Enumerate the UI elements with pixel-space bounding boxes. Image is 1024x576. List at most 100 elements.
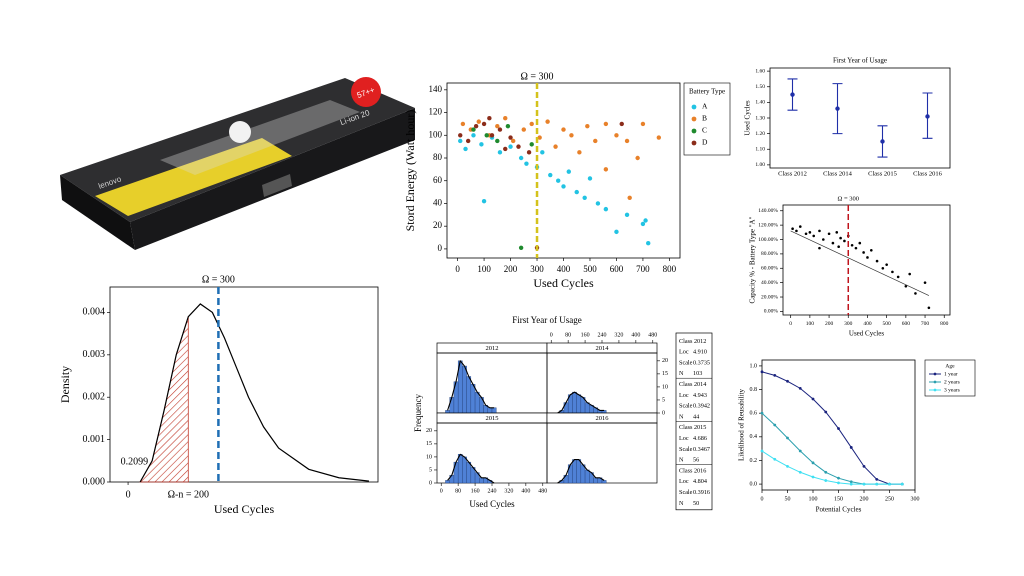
point (526, 150, 532, 155)
legend-label: 1 year (944, 371, 958, 377)
y-tick-label: 1.00 (755, 162, 765, 168)
x-tick-label: 250 (885, 496, 894, 502)
point (489, 133, 495, 138)
stats-value: 4.910 (693, 349, 707, 356)
x-tick-label: 0 (126, 489, 131, 500)
stats-value: 4.804 (693, 478, 707, 485)
y-tick-label: 140 (429, 84, 443, 94)
y-tick-label: 0.0 (750, 481, 758, 487)
series-marker (798, 470, 802, 474)
x-tick-label: 700 (921, 321, 930, 327)
point (479, 142, 484, 147)
point (595, 201, 601, 206)
point (545, 119, 550, 124)
chart-title: Ω = 300 (838, 195, 860, 202)
stats-value: 4.686 (693, 435, 707, 442)
series-marker (888, 482, 891, 486)
point (508, 144, 513, 149)
point (481, 198, 487, 204)
x-tick-label: 200 (504, 264, 518, 274)
plot-frame (769, 67, 951, 169)
x-tick-label: 300 (911, 496, 920, 502)
x-tick-label: 400 (557, 264, 571, 274)
y-tick-label: 20 (426, 428, 432, 434)
mean-point (925, 114, 930, 119)
density-curve (139, 303, 370, 483)
point (640, 221, 646, 227)
bar (572, 391, 577, 414)
bar (580, 464, 586, 484)
stats-value: 103 (693, 370, 702, 377)
y-tick-label: 0.003 (83, 349, 106, 360)
point (481, 121, 487, 127)
point (839, 236, 842, 240)
point (556, 178, 561, 183)
stats-key: N (679, 370, 684, 377)
trend-line (790, 230, 930, 296)
bar (491, 407, 497, 414)
y-tick-label: 1.20 (755, 131, 765, 137)
x-tick-label: 160 (471, 488, 480, 494)
y-tick-label: 0.2 (750, 458, 758, 464)
point (656, 135, 662, 140)
x-tick-label: 100 (477, 264, 491, 274)
y-tick-label: 140.00% (758, 208, 778, 214)
legend-title: Age (945, 363, 955, 369)
point (463, 146, 468, 152)
x-tick-label: 0 (440, 488, 443, 494)
y-tick-label: 0.8 (750, 387, 758, 393)
series-marker (760, 449, 764, 453)
battery-side (130, 108, 415, 250)
point (904, 284, 908, 288)
y-tick-label: 0.002 (83, 392, 106, 403)
y-tick-label: 100.00% (758, 237, 778, 243)
y-tick-label: 1.40 (755, 100, 765, 106)
stats-title: Class 2014 (679, 381, 706, 388)
x-tick-label: 100 (809, 496, 818, 502)
point (587, 176, 593, 181)
y-tick-label: 80.00% (761, 251, 778, 257)
x-axis-label: Potential Cycles (816, 506, 862, 514)
point (508, 135, 513, 140)
point (516, 144, 521, 149)
bar (572, 459, 577, 484)
point (614, 229, 619, 235)
point (791, 227, 794, 231)
chart-title: Ω = 300 (520, 71, 553, 82)
battery-end (60, 175, 135, 250)
stats-value: 0.3467 (693, 446, 710, 453)
bar (479, 477, 484, 484)
point (862, 251, 865, 254)
point (869, 248, 873, 252)
point (574, 189, 579, 195)
legend-marker (691, 104, 697, 110)
legend-marker (691, 116, 697, 122)
point (646, 241, 651, 246)
fit-curve (557, 458, 605, 484)
y-tick-label: 15 (662, 371, 668, 377)
point (804, 232, 808, 236)
y-tick-label: 5 (429, 467, 432, 473)
point (458, 133, 463, 138)
battery-label (95, 138, 292, 216)
stats-value: 44 (693, 413, 699, 420)
series-marker (811, 461, 815, 465)
series-marker (786, 436, 789, 440)
y-tick-label: 10 (662, 384, 668, 390)
fit-curve (447, 453, 495, 484)
plot-frame (109, 286, 379, 483)
legend-marker (933, 388, 937, 392)
point (518, 245, 524, 250)
point (603, 206, 609, 212)
bar (449, 397, 455, 414)
point (885, 263, 888, 266)
point (585, 123, 590, 129)
y-tick-label: 15 (426, 441, 432, 447)
series-marker (786, 379, 789, 383)
bar (576, 394, 582, 414)
y-tick-label: 20 (433, 220, 443, 230)
x-tick-label: 320 (504, 488, 513, 494)
battery-badge (351, 77, 381, 107)
point (484, 133, 489, 138)
point (603, 167, 609, 172)
